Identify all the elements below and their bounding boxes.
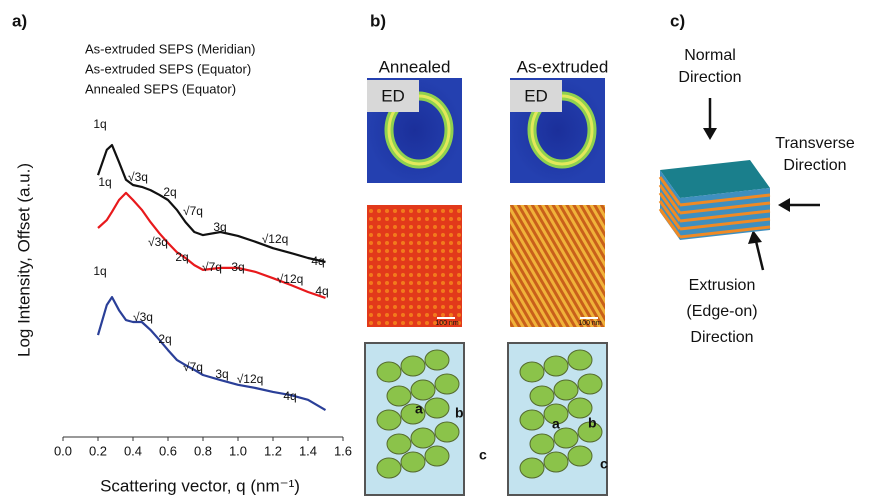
data-line	[98, 145, 326, 262]
panel-c: Normal Direction Transverse Direction Ex…	[660, 47, 855, 346]
peak-label: √3q	[133, 310, 153, 324]
plot: 0.0 0.2 0.4 0.6 0.8 1.0 1.2 1.4 1.6 As-extruded S…	[54, 41, 352, 458]
cylinder	[520, 362, 544, 382]
peak-label: √7q	[183, 360, 203, 374]
peak-label: 4q	[311, 254, 324, 268]
peak-label: √12q	[277, 272, 304, 286]
peak-label: √3q	[128, 170, 148, 184]
x-tick-label: 0.6	[159, 443, 177, 458]
direction-label: Direction	[783, 157, 846, 174]
ed-label: ED	[381, 86, 405, 105]
peak-label: 1q	[93, 264, 106, 278]
cylinder	[544, 356, 568, 376]
cylinder	[554, 380, 578, 400]
panel-b: Annealed ED 100 nm a b c As-extruded ED 100 nm a b…	[365, 57, 608, 495]
direction-label: Direction	[678, 69, 741, 86]
cylinder	[530, 434, 554, 454]
peak-label: √12q	[237, 372, 264, 386]
x-tick-label: 0.8	[194, 443, 212, 458]
peak-label: √12q	[262, 232, 289, 246]
lattice-axis: b	[588, 415, 597, 431]
cylinder	[377, 362, 401, 382]
cylinder	[578, 374, 602, 394]
cylinder	[425, 398, 449, 418]
lattice-axis: a	[552, 416, 560, 432]
legend-entry: As-extruded SEPS (Meridian)	[85, 41, 256, 56]
cylinder	[411, 428, 435, 448]
x-tick-label: 1.0	[229, 443, 247, 458]
figure: a) Log Intensity, Offset (a.u.) Scatteri…	[0, 0, 873, 499]
scale-label: 100 nm	[578, 320, 602, 327]
afm-image	[367, 205, 462, 327]
direction-label: (Edge-on)	[686, 303, 757, 320]
cylinder	[425, 446, 449, 466]
direction-label: Normal	[684, 47, 736, 64]
cylinder	[377, 410, 401, 430]
peak-label: 3q	[215, 367, 228, 381]
peak-label: 2q	[158, 332, 171, 346]
direction-label: Transverse	[775, 135, 855, 152]
panel-label: a)	[12, 11, 27, 30]
cylinder	[387, 386, 411, 406]
x-tick-label: 0.2	[89, 443, 107, 458]
cylinder	[435, 374, 459, 394]
panel-label: c)	[670, 11, 685, 30]
y-axis-label: Log Intensity, Offset (a.u.)	[14, 163, 33, 357]
cylinder	[401, 356, 425, 376]
direction-label: Extrusion	[689, 277, 756, 294]
cylinder	[425, 350, 449, 370]
x-tick-label: 0.0	[54, 443, 72, 458]
ed-label: ED	[524, 86, 548, 105]
cylinder	[544, 452, 568, 472]
peak-label: 2q	[175, 250, 188, 264]
peak-label: 1q	[93, 117, 106, 131]
cylinder	[387, 434, 411, 454]
afm-image	[510, 205, 605, 327]
x-tick-label: 1.6	[334, 443, 352, 458]
legend-entry: As-extruded SEPS (Equator)	[85, 61, 251, 76]
peak-label: √3q	[148, 235, 168, 249]
cylinder	[520, 458, 544, 478]
x-tick-label: 1.4	[299, 443, 317, 458]
lattice-axis: c	[479, 447, 487, 463]
peak-label: √7q	[183, 204, 203, 218]
peak-label: 3q	[213, 220, 226, 234]
peak-label: 4q	[283, 389, 296, 403]
peak-label: 2q	[163, 185, 176, 199]
column-title: Annealed	[379, 57, 451, 76]
cylinder	[435, 422, 459, 442]
cylinder	[520, 410, 544, 430]
peak-label: √7q	[202, 260, 222, 274]
arrow-head	[778, 198, 790, 212]
column-title: As-extruded	[517, 57, 609, 76]
peak-label: 4q	[315, 284, 328, 298]
lattice-axis: b	[455, 405, 464, 421]
scale-label: 100 nm	[435, 320, 459, 327]
arrow-head	[703, 128, 717, 140]
cylinder	[568, 446, 592, 466]
peak-label: 3q	[231, 260, 244, 274]
lattice-axis: c	[600, 456, 608, 472]
peak-label: 1q	[98, 175, 111, 189]
legend-entry: Annealed SEPS (Equator)	[85, 81, 236, 96]
panel-label: b)	[370, 11, 386, 30]
x-tick-label: 1.2	[264, 443, 282, 458]
x-axis-label: Scattering vector, q (nm⁻¹)	[100, 476, 300, 495]
lattice-axis: a	[415, 401, 423, 417]
cylinder	[377, 458, 401, 478]
direction-label: Direction	[690, 329, 753, 346]
cylinder	[530, 386, 554, 406]
block	[660, 160, 770, 240]
cylinder	[568, 350, 592, 370]
cylinder	[401, 452, 425, 472]
x-tick-label: 0.4	[124, 443, 142, 458]
cylinder	[411, 380, 435, 400]
